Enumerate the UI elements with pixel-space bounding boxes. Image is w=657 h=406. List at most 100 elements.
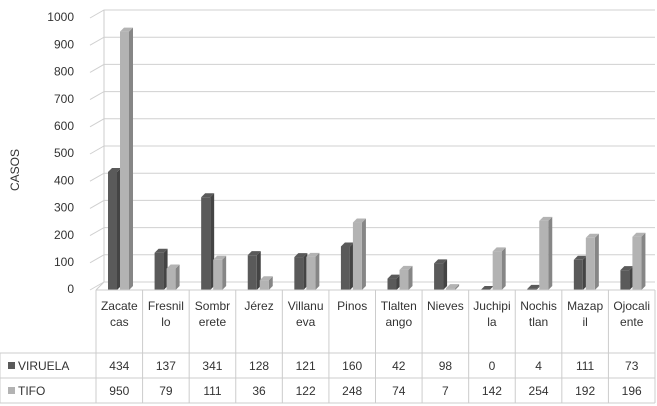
grid-line: [89, 145, 655, 155]
bar-top: [120, 27, 133, 32]
table-value: 122: [295, 384, 316, 398]
bar-top: [213, 255, 227, 260]
table-value: 36: [252, 384, 266, 398]
table-value: 4: [535, 359, 542, 373]
bar: [434, 263, 444, 290]
grid-line: [89, 63, 655, 73]
legend-swatch: [8, 387, 15, 394]
bar-side: [501, 247, 506, 290]
grid-line: [89, 9, 655, 19]
table-value: 7: [442, 384, 449, 398]
table-value: 196: [621, 384, 642, 398]
table-value: 0: [488, 359, 496, 373]
bar: [340, 246, 350, 290]
bar-side: [594, 233, 599, 290]
bar: [294, 257, 304, 290]
bar-top: [585, 233, 599, 238]
bar: [446, 288, 456, 290]
y-tick-label: 0: [67, 282, 74, 296]
bar-top: [620, 266, 634, 271]
bar-side: [408, 265, 413, 290]
y-tick-label: 500: [54, 146, 74, 160]
bar-top: [632, 232, 646, 237]
category-label: Nochistlan: [520, 299, 557, 329]
grid-line: [89, 118, 655, 128]
bar-top: [352, 218, 366, 223]
bar: [527, 288, 537, 290]
bar: [539, 220, 549, 290]
bar-top: [527, 284, 541, 289]
bar-side: [443, 259, 448, 290]
table-value: 434: [109, 359, 130, 373]
y-tick-label: 800: [54, 65, 74, 79]
bar: [259, 280, 269, 290]
table-value: 42: [392, 359, 406, 373]
bar: [399, 269, 409, 290]
bar-side: [222, 255, 227, 290]
legend-swatch: [8, 362, 15, 369]
bar: [166, 268, 176, 290]
legend-label: VIRUELA: [18, 359, 70, 373]
bar-top: [201, 193, 215, 198]
bar-top: [340, 242, 354, 247]
y-tick-label: 400: [54, 173, 74, 187]
category-label: Mazapil: [567, 299, 604, 329]
bar: [620, 270, 630, 290]
category-label: Villanueva: [287, 299, 324, 329]
bar-top: [480, 286, 494, 290]
grid-line: [89, 199, 655, 209]
bar: [201, 197, 211, 290]
legend-label: TIFO: [18, 384, 46, 398]
table-value: 142: [481, 384, 502, 398]
table-value: 121: [295, 359, 316, 373]
bar-top: [247, 251, 261, 256]
grid-line: [89, 172, 655, 182]
bar: [154, 252, 164, 290]
table-value: 950: [109, 384, 130, 398]
bar: [632, 236, 642, 290]
bar: [247, 255, 257, 290]
bar-top: [166, 264, 180, 269]
bar-top: [399, 265, 413, 270]
y-tick-label: 200: [54, 228, 74, 242]
y-tick-label: 100: [54, 255, 74, 269]
grid-line: [89, 254, 655, 264]
table-value: 192: [575, 384, 596, 398]
bar-top: [294, 253, 308, 258]
grid-line: [89, 36, 655, 46]
bar-top: [259, 276, 273, 281]
bar-side: [548, 216, 553, 290]
y-tick-label: 1000: [47, 10, 74, 24]
table-value: 160: [342, 359, 363, 373]
category-label: Pinos: [337, 299, 368, 313]
category-label: Zacatecas: [100, 299, 138, 329]
table-value: 73: [625, 359, 639, 373]
bar: [492, 251, 502, 290]
table-value: 254: [528, 384, 549, 398]
table-value: 137: [155, 359, 176, 373]
table-value: 248: [342, 384, 363, 398]
bar: [213, 259, 223, 290]
bar-side: [175, 264, 180, 290]
category-label: Nieves: [427, 299, 464, 313]
y-tick-label: 900: [54, 37, 74, 51]
grid-line: [89, 227, 655, 237]
category-label: Tlaltenango: [380, 299, 417, 329]
table-value: 79: [159, 384, 173, 398]
category-label: Sombrerete: [194, 299, 231, 329]
bar: [120, 31, 129, 290]
y-tick-label: 600: [54, 119, 74, 133]
bar: [585, 237, 595, 290]
bar: [108, 171, 117, 290]
table-value: 111: [575, 359, 595, 373]
bar-top: [108, 167, 121, 172]
y-tick-label: 700: [54, 92, 74, 106]
category-label: Fresnillo: [147, 299, 184, 329]
bar-side: [129, 27, 133, 290]
bar: [306, 256, 316, 290]
bar-top: [539, 216, 553, 221]
bar-top: [492, 247, 506, 252]
table-value: 98: [438, 359, 453, 373]
